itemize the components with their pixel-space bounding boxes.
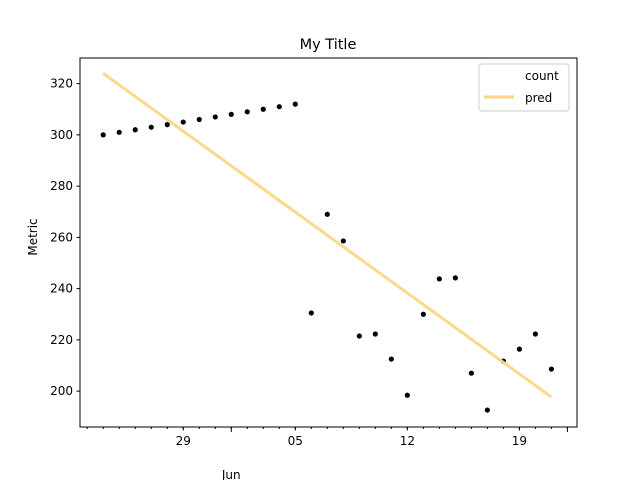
data-point-count [148, 124, 154, 130]
data-point-count [276, 104, 282, 110]
data-point-count [404, 392, 410, 398]
pred-line [102, 72, 553, 399]
y-tick-label: 300 [50, 128, 73, 142]
y-tick-label: 320 [50, 77, 73, 91]
data-point-count [244, 109, 250, 115]
legend-label-count: count [525, 69, 559, 83]
y-tick-label: 240 [50, 282, 73, 296]
x-tick-label: 19 [512, 434, 527, 448]
data-point-count [324, 211, 330, 217]
legend-label-pred: pred [525, 91, 552, 105]
data-point-count [116, 129, 122, 135]
data-point-count [180, 119, 186, 125]
chart-title: My Title [300, 37, 357, 53]
data-point-count [468, 370, 474, 376]
data-point-count [532, 331, 538, 337]
legend-box [478, 63, 570, 112]
x-tick-label: 05 [288, 434, 303, 448]
data-point-count [436, 276, 442, 282]
data-point-count [308, 310, 314, 316]
data-point-count [100, 132, 106, 138]
data-point-count [452, 275, 458, 281]
data-point-count [132, 127, 138, 133]
data-point-count [420, 311, 426, 317]
data-point-count [164, 122, 170, 128]
data-point-count [516, 346, 522, 352]
data-point-count [356, 333, 362, 339]
y-tick-label: 220 [50, 333, 73, 347]
data-point-count [340, 238, 346, 244]
y-tick-label: 280 [50, 179, 73, 193]
legend: count pred [478, 63, 570, 112]
data-point-count [196, 116, 202, 123]
data-point-count [228, 111, 234, 117]
data-point-count [484, 407, 490, 413]
x-tick-label: 29 [176, 434, 191, 448]
data-point-count [212, 114, 218, 120]
data-point-count [372, 331, 378, 337]
x-tick-label: 12 [400, 434, 415, 448]
x-major-tick-label: Jun [221, 468, 241, 480]
plot-area: 200 220 240 260 280 300 320 29 05 12 19 Jun [50, 57, 578, 482]
data-point-count [260, 106, 266, 112]
data-point-count [548, 366, 554, 372]
y-tick-label: 200 [50, 384, 73, 398]
y-tick-label: 260 [50, 230, 73, 244]
data-point-count [292, 101, 298, 107]
y-axis-label: Metric [26, 218, 40, 255]
data-point-count [388, 356, 394, 362]
axes-frame [79, 57, 578, 428]
